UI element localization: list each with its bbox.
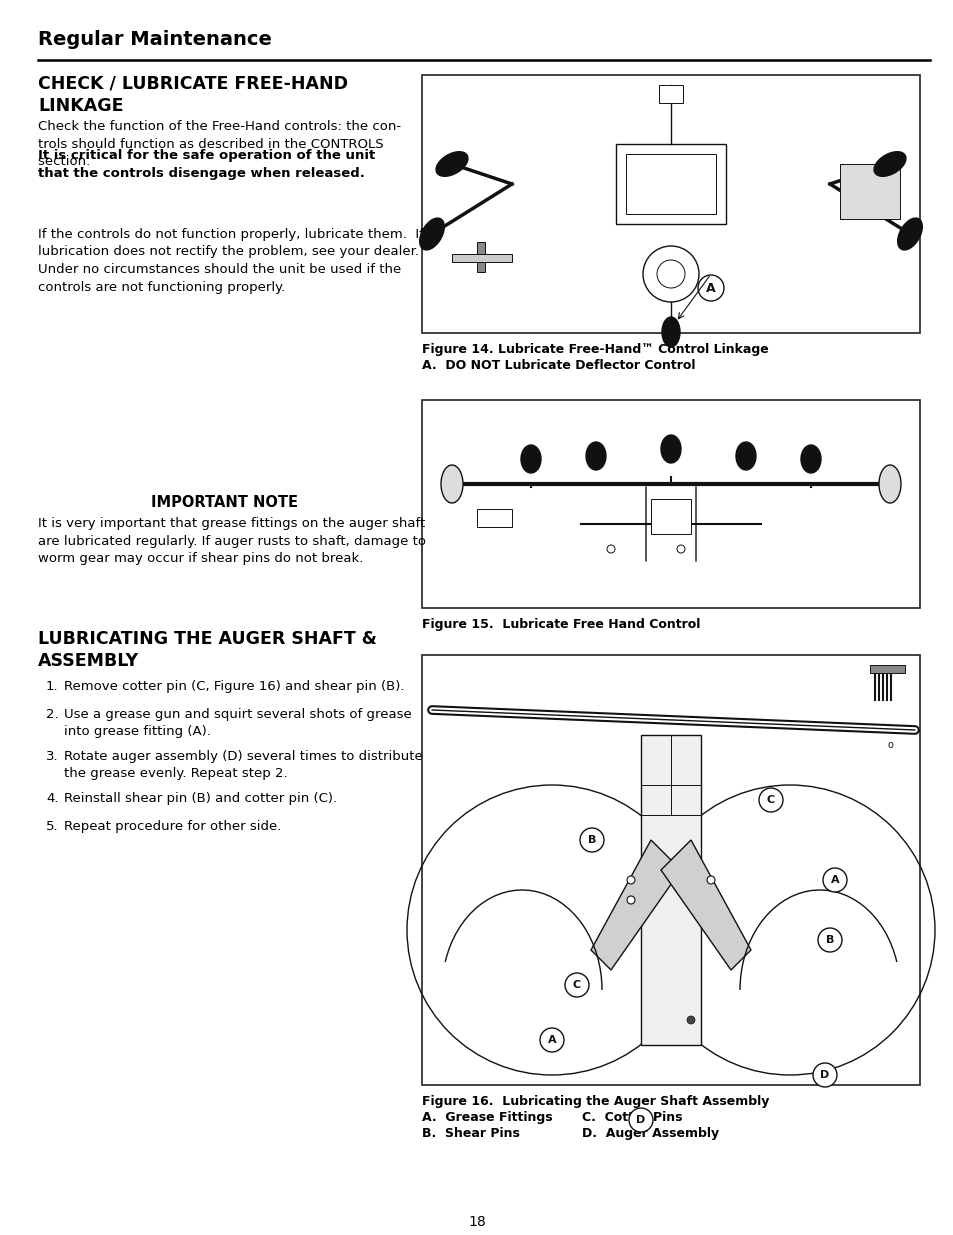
Text: LUBRICATING THE AUGER SHAFT &
ASSEMBLY: LUBRICATING THE AUGER SHAFT & ASSEMBLY bbox=[38, 630, 376, 671]
Text: Regular Maintenance: Regular Maintenance bbox=[38, 30, 272, 49]
Ellipse shape bbox=[661, 317, 679, 347]
Text: C: C bbox=[573, 981, 580, 990]
Text: Reinstall shear pin (B) and cotter pin (C).: Reinstall shear pin (B) and cotter pin (… bbox=[64, 792, 336, 805]
Ellipse shape bbox=[585, 442, 605, 471]
Text: C.  Cotter Pins: C. Cotter Pins bbox=[581, 1112, 681, 1124]
Bar bbox=[869, 664, 904, 673]
Circle shape bbox=[564, 973, 588, 997]
Bar bbox=[452, 254, 512, 262]
Text: A: A bbox=[705, 282, 715, 294]
Text: B.  Shear Pins: B. Shear Pins bbox=[421, 1128, 519, 1140]
Text: It is critical for the safe operation of the unit
that the controls disengage wh: It is critical for the safe operation of… bbox=[38, 149, 375, 179]
Bar bbox=[840, 164, 899, 219]
Text: Use a grease gun and squirt several shots of grease
into grease fitting (A).: Use a grease gun and squirt several shot… bbox=[64, 708, 412, 739]
Ellipse shape bbox=[735, 442, 755, 471]
Text: 18: 18 bbox=[468, 1215, 485, 1229]
Circle shape bbox=[822, 868, 846, 892]
Circle shape bbox=[698, 275, 723, 301]
Text: Check the function of the Free-Hand controls: the con-
trols should function as : Check the function of the Free-Hand cont… bbox=[38, 120, 400, 168]
Bar bbox=[421, 400, 919, 608]
Bar bbox=[650, 499, 690, 534]
Circle shape bbox=[677, 545, 684, 553]
Ellipse shape bbox=[801, 445, 821, 473]
Text: D.  Auger Assembly: D. Auger Assembly bbox=[581, 1128, 719, 1140]
Bar bbox=[659, 85, 682, 103]
Text: C: C bbox=[766, 795, 774, 805]
Circle shape bbox=[812, 1063, 836, 1087]
Text: D: D bbox=[820, 1070, 829, 1079]
Text: 1.: 1. bbox=[46, 680, 58, 693]
Text: Repeat procedure for other side.: Repeat procedure for other side. bbox=[64, 820, 281, 832]
Circle shape bbox=[628, 1108, 652, 1132]
Text: CHECK / LUBRICATE FREE-HAND
LINKAGE: CHECK / LUBRICATE FREE-HAND LINKAGE bbox=[38, 75, 348, 115]
Circle shape bbox=[606, 545, 615, 553]
Text: o: o bbox=[886, 740, 892, 750]
Circle shape bbox=[706, 876, 714, 884]
Ellipse shape bbox=[520, 445, 540, 473]
Text: B: B bbox=[587, 835, 596, 845]
Circle shape bbox=[759, 788, 782, 811]
Ellipse shape bbox=[436, 152, 468, 177]
Ellipse shape bbox=[897, 219, 922, 249]
Text: Figure 15.  Lubricate Free Hand Control: Figure 15. Lubricate Free Hand Control bbox=[421, 618, 700, 631]
Text: 4.: 4. bbox=[46, 792, 58, 805]
Bar bbox=[640, 735, 700, 1045]
Text: IMPORTANT NOTE: IMPORTANT NOTE bbox=[152, 495, 298, 510]
Circle shape bbox=[626, 876, 635, 884]
Polygon shape bbox=[590, 840, 680, 969]
Text: B: B bbox=[825, 935, 833, 945]
Circle shape bbox=[539, 1028, 563, 1052]
Text: A: A bbox=[830, 876, 839, 885]
Text: A.  Grease Fittings: A. Grease Fittings bbox=[421, 1112, 552, 1124]
Text: 2.: 2. bbox=[46, 708, 58, 721]
Text: Rotate auger assembly (D) several times to distribute
the grease evenly. Repeat : Rotate auger assembly (D) several times … bbox=[64, 750, 422, 781]
Text: 5.: 5. bbox=[46, 820, 58, 832]
Text: If the controls do not function properly, lubricate them.  If
lubrication does n: If the controls do not function properly… bbox=[38, 228, 423, 294]
Ellipse shape bbox=[878, 466, 900, 503]
Text: D: D bbox=[636, 1115, 645, 1125]
Bar bbox=[476, 242, 484, 272]
Polygon shape bbox=[660, 840, 750, 969]
Text: Figure 14. Lubricate Free-Hand™ Control Linkage: Figure 14. Lubricate Free-Hand™ Control … bbox=[421, 343, 768, 356]
Bar bbox=[476, 509, 512, 527]
Ellipse shape bbox=[660, 435, 680, 463]
Circle shape bbox=[817, 927, 841, 952]
Text: Remove cotter pin (C, Figure 16) and shear pin (B).: Remove cotter pin (C, Figure 16) and she… bbox=[64, 680, 404, 693]
Bar bbox=[421, 75, 919, 333]
Text: A.  DO NOT Lubricate Deflector Control: A. DO NOT Lubricate Deflector Control bbox=[421, 359, 695, 372]
Bar bbox=[616, 144, 725, 224]
Circle shape bbox=[686, 1016, 695, 1024]
Bar bbox=[421, 655, 919, 1086]
Bar bbox=[625, 154, 716, 214]
Ellipse shape bbox=[419, 219, 444, 249]
Circle shape bbox=[579, 827, 603, 852]
Circle shape bbox=[626, 897, 635, 904]
Ellipse shape bbox=[440, 466, 462, 503]
Text: 3.: 3. bbox=[46, 750, 58, 763]
Text: A: A bbox=[547, 1035, 556, 1045]
Text: Figure 16.  Lubricating the Auger Shaft Assembly: Figure 16. Lubricating the Auger Shaft A… bbox=[421, 1095, 768, 1108]
Ellipse shape bbox=[873, 152, 905, 177]
Text: It is very important that grease fittings on the auger shaft
are lubricated regu: It is very important that grease fitting… bbox=[38, 517, 426, 564]
